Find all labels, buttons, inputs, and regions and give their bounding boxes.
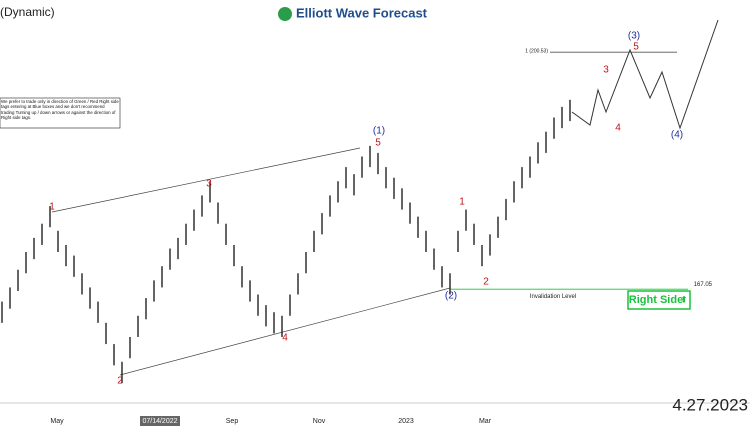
- wave-label: 3: [206, 179, 212, 190]
- wave-label: 5: [633, 42, 639, 53]
- wave-label: 1: [49, 202, 55, 213]
- x-tick-label: Nov: [313, 418, 326, 425]
- projection-path: [571, 19, 719, 130]
- wave-label: 4: [615, 123, 621, 134]
- right-side-box: [627, 290, 691, 310]
- wave-label: (2): [445, 291, 457, 302]
- wave-label: (4): [671, 130, 683, 141]
- wave-label: 5: [375, 138, 381, 149]
- subtitle: (Dynamic): [0, 5, 55, 19]
- x-tick-label: Mar: [479, 418, 492, 425]
- x-tick-label: May: [50, 418, 64, 425]
- x-tick-label: 07/14/2022: [142, 418, 177, 425]
- wave-label: 2: [483, 277, 489, 288]
- invalidation-label: Invalidation Level: [530, 294, 576, 300]
- invalidation-value: 167.05: [694, 282, 713, 288]
- channel-line: [51, 147, 361, 213]
- wave-label: (3): [628, 31, 640, 42]
- channel-line: [119, 287, 451, 376]
- note-holder: We prefer to trade only in direction of …: [1, 99, 119, 121]
- date-stamp: 4.27.2023: [672, 395, 748, 414]
- right-side-arrow: ⬆: [680, 294, 688, 304]
- logo: [278, 7, 292, 21]
- note: We prefer to trade only in direction of …: [1, 99, 119, 121]
- wave-label: 1: [459, 197, 465, 208]
- wave-label: 2: [117, 376, 123, 387]
- right-side-label: Right Side: [629, 294, 683, 306]
- chart-title: Elliott Wave Forecast: [296, 5, 428, 20]
- date-highlight: [140, 416, 180, 426]
- wave-label: 4: [282, 333, 288, 344]
- wave-label: 3: [603, 65, 609, 76]
- target-label: 1 (200.53): [525, 49, 548, 55]
- wave-label: (1): [373, 126, 385, 137]
- x-tick-label: 2023: [398, 418, 414, 425]
- note-box: [0, 97, 121, 129]
- x-tick-label: Sep: [226, 418, 239, 425]
